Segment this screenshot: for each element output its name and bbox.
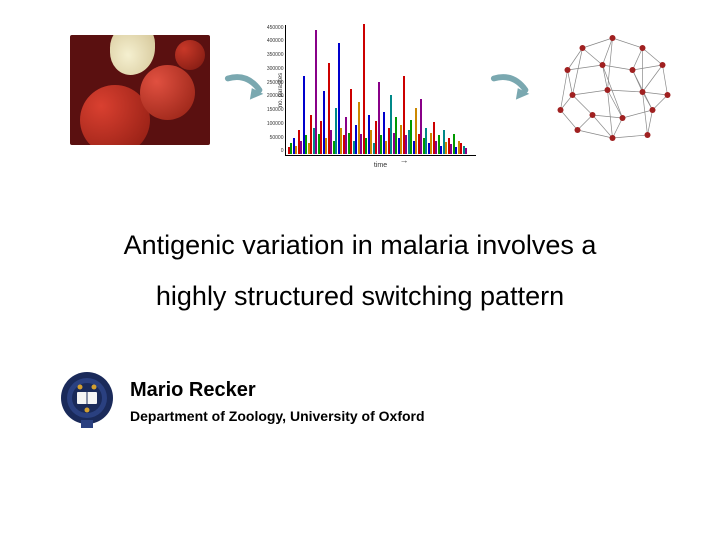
oxford-crest-icon	[60, 370, 114, 432]
chart-ylabel: no. parasites	[278, 72, 284, 106]
cells-image	[70, 35, 210, 145]
chart-xlabel: time	[374, 162, 387, 169]
author-block: Mario Recker Department of Zoology, Univ…	[60, 370, 425, 432]
chart-xarrow: →	[400, 155, 409, 165]
parasites-chart: 4500004000003500003000002500002000001500…	[285, 25, 476, 156]
department: Department of Zoology, University of Oxf…	[130, 408, 425, 424]
slide-title: Antigenic variation in malaria involves …	[0, 220, 720, 323]
title-line-2: highly structured switching pattern	[0, 271, 720, 322]
arrow-2	[489, 70, 537, 110]
title-line-1: Antigenic variation in malaria involves …	[0, 220, 720, 271]
images-row: 4500004000003500003000002500002000001500…	[70, 20, 680, 160]
author-name: Mario Recker	[130, 379, 425, 402]
network-diagram	[550, 30, 680, 150]
